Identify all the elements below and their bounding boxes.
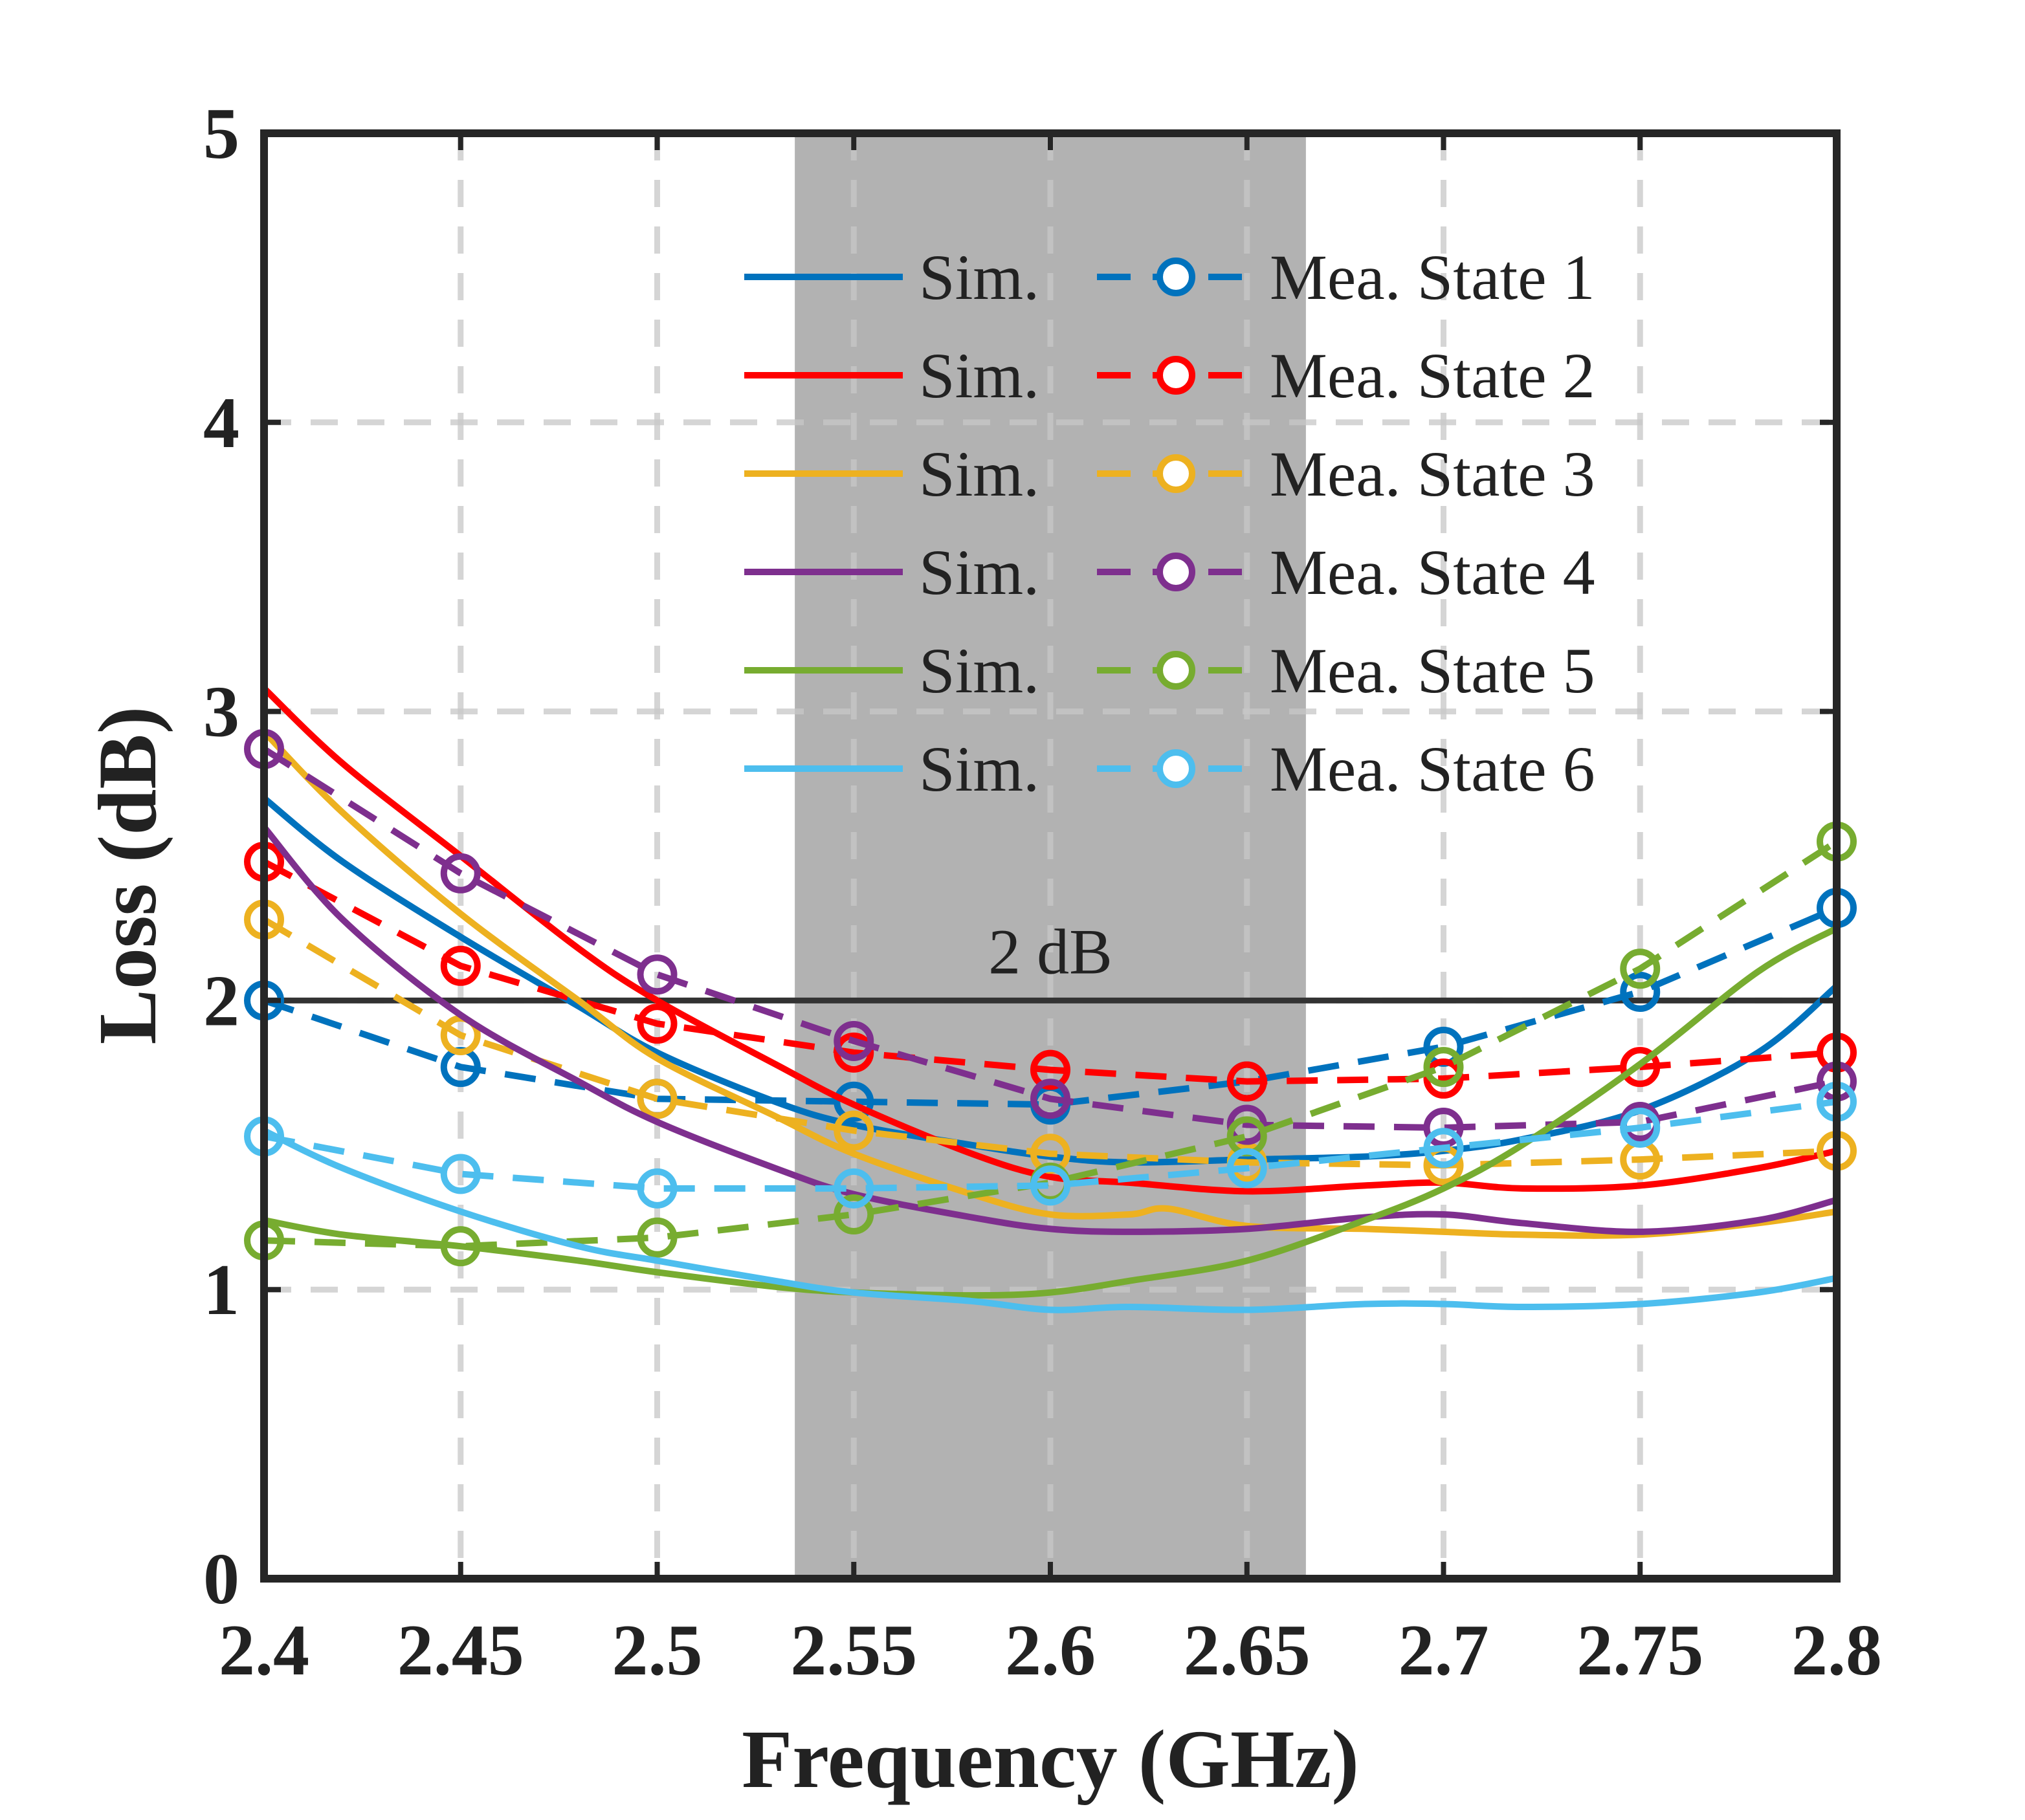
mea-marker-state-6 <box>1423 1128 1464 1168</box>
mea-marker-state-3 <box>637 1079 678 1119</box>
legend-entry-state-4: Sim. Mea. State 4 <box>744 536 1595 608</box>
x-tick-label: 2.8 <box>1791 1610 1882 1691</box>
mea-marker-state-2 <box>834 1032 874 1073</box>
mea-marker-state-4 <box>1226 1104 1267 1145</box>
legend-sim-label: Sim. <box>919 438 1039 510</box>
mea-marker-state-2 <box>1423 1058 1464 1099</box>
legend-mea-label: Mea. State 1 <box>1270 241 1595 313</box>
y-tick-label: 0 <box>203 1539 239 1619</box>
series-layer <box>244 686 1857 1313</box>
mea-line-state-5 <box>263 839 1839 1250</box>
mea-marker-state-1 <box>1620 971 1661 1012</box>
mea-marker-state-6 <box>1226 1148 1267 1189</box>
tick-layer: 2.4 2.45 2.5 2.55 2.6 2.65 2.7 2.75 2.8 0 1 2 3 4 5 <box>203 94 1882 1691</box>
mea-marker-state-2 <box>440 945 481 986</box>
x-tick-label: 2.7 <box>1399 1610 1489 1691</box>
legend-mea-marker <box>1156 651 1195 690</box>
legend-mea-label: Mea. State 2 <box>1270 340 1595 411</box>
mea-marker-state-5 <box>1620 948 1661 989</box>
mea-marker-state-4 <box>637 954 678 995</box>
mea-line-state-2 <box>262 859 1837 1085</box>
mea-marker-state-5 <box>834 1194 874 1235</box>
reference-line-label: 2 dB <box>988 915 1112 987</box>
legend: Sim. Mea. State 1 Sim. Mea. State 2 Sim. Mea.… <box>744 241 1595 805</box>
legend-sim-label: Sim. <box>919 733 1039 805</box>
legend-mea-label: Mea. State 3 <box>1270 438 1595 510</box>
mea-marker-state-6 <box>440 1154 481 1194</box>
mea-marker-state-6 <box>1620 1107 1661 1148</box>
x-tick-label: 2.6 <box>1005 1610 1096 1691</box>
mea-marker-state-6 <box>1030 1165 1070 1206</box>
reference-line-layer: 2 dB <box>264 915 1837 1003</box>
legend-entry-state-2: Sim. Mea. State 2 <box>744 340 1595 411</box>
mea-marker-state-4 <box>1030 1079 1070 1119</box>
sim-line-state-6 <box>262 1127 1837 1313</box>
y-axis-label: Loss (dB) <box>82 707 173 1045</box>
mea-marker-state-2 <box>1226 1061 1267 1102</box>
legend-sim-label: Sim. <box>919 340 1039 411</box>
series-state-5 <box>244 821 1857 1299</box>
legend-mea-label: Mea. State 6 <box>1270 733 1595 805</box>
legend-entry-state-1: Sim. Mea. State 1 <box>744 241 1595 313</box>
mea-marker-state-5 <box>637 1217 678 1258</box>
mea-marker-state-6 <box>637 1168 678 1209</box>
y-tick-label: 1 <box>203 1250 239 1330</box>
y-tick-label: 3 <box>203 672 239 752</box>
series-state-4 <box>244 729 1857 1235</box>
mea-line-state-6 <box>263 1098 1837 1192</box>
mea-marker-state-4 <box>834 1020 874 1061</box>
legend-mea-marker <box>1156 553 1195 591</box>
mea-marker-state-3 <box>834 1110 874 1151</box>
mea-marker-state-5 <box>440 1226 481 1267</box>
y-tick-label: 5 <box>203 94 239 174</box>
x-tick-label: 2.5 <box>612 1610 703 1691</box>
mea-marker-state-6 <box>834 1168 874 1209</box>
sim-line-state-2 <box>261 686 1838 1195</box>
legend-mea-label: Mea. State 4 <box>1270 536 1595 608</box>
mea-marker-state-2 <box>637 1003 678 1044</box>
x-tick-label: 2.75 <box>1577 1610 1703 1691</box>
sim-line-state-4 <box>261 825 1838 1235</box>
legend-mea-label: Mea. State 5 <box>1270 635 1595 707</box>
y-tick-label: 2 <box>203 961 239 1041</box>
mea-marker-state-4 <box>440 853 481 894</box>
x-tick-label: 2.65 <box>1184 1610 1311 1691</box>
sim-line-state-3 <box>261 729 1837 1239</box>
grid-layer <box>264 133 1837 1579</box>
legend-entry-state-6: Sim. Mea. State 6 <box>744 733 1595 805</box>
x-tick-label: 2.4 <box>219 1610 309 1691</box>
mea-marker-state-1 <box>834 1081 874 1122</box>
x-axis-label: Frequency (GHz) <box>742 1713 1359 1805</box>
legend-mea-marker <box>1156 749 1195 788</box>
series-state-2 <box>244 686 1857 1195</box>
legend-mea-marker <box>1156 356 1195 395</box>
legend-entry-state-5: Sim. Mea. State 5 <box>744 635 1595 707</box>
legend-sim-label: Sim. <box>919 635 1039 707</box>
legend-sim-label: Sim. <box>919 241 1039 313</box>
mea-marker-state-4 <box>1423 1107 1464 1148</box>
legend-mea-marker <box>1156 454 1195 493</box>
mea-line-state-3 <box>262 916 1837 1169</box>
mea-marker-state-2 <box>1620 1047 1661 1088</box>
x-tick-label: 2.45 <box>397 1610 524 1691</box>
mea-line-state-4 <box>262 746 1838 1131</box>
mea-marker-state-2 <box>1030 1049 1070 1090</box>
legend-entry-state-3: Sim. Mea. State 3 <box>744 438 1595 510</box>
x-tick-label: 2.55 <box>790 1610 917 1691</box>
series-state-6 <box>244 1081 1857 1313</box>
legend-mea-marker <box>1156 258 1195 296</box>
mea-line-state-1 <box>263 905 1838 1108</box>
y-tick-label: 4 <box>203 383 239 463</box>
mea-marker-state-5 <box>1423 1047 1464 1088</box>
sim-line-state-5 <box>263 925 1839 1299</box>
legend-sim-label: Sim. <box>919 536 1039 608</box>
